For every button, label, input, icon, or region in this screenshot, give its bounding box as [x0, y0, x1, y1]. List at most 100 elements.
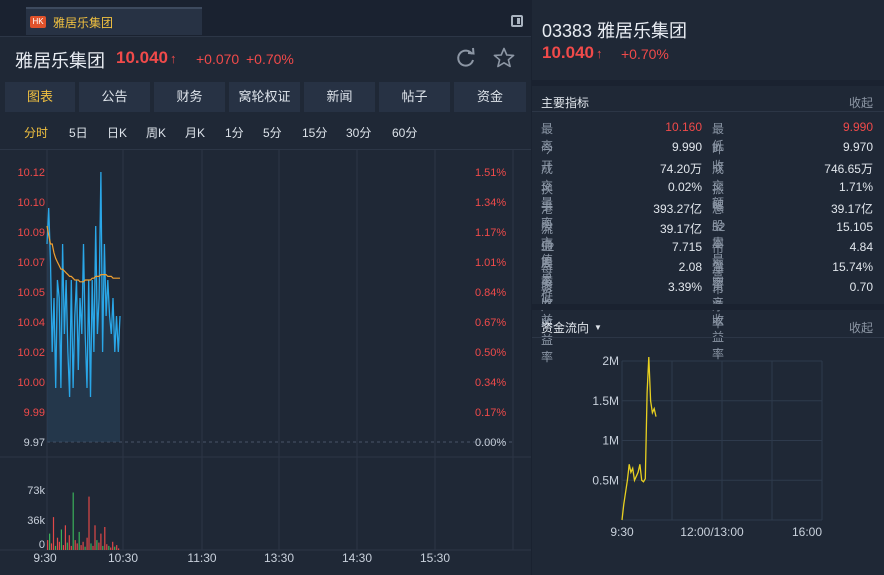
price-tick-label: 10.00: [17, 377, 45, 389]
volume-bar: [94, 525, 96, 550]
volume-bar: [100, 533, 102, 550]
tab-financials[interactable]: 财务: [154, 82, 225, 112]
volume-bar: [56, 537, 59, 550]
quote-change-pct: +0.70%: [621, 46, 669, 62]
period-5min[interactable]: 5分: [263, 126, 282, 140]
metric-label: 最高: [541, 122, 554, 153]
volume-bar: [60, 529, 62, 550]
panel-toggle-icon[interactable]: [511, 15, 523, 27]
time-tick-label: 10:30: [108, 551, 138, 565]
left-panel: HK 雅居乐集团 雅居乐集团 10.040 ↑ +0.070 +0.70% 图表 …: [0, 7, 531, 575]
volume-tick-label: 0: [39, 539, 45, 551]
volume-bar: [82, 541, 84, 550]
volume-bar: [49, 533, 51, 550]
volume-bar: [90, 543, 92, 550]
volume-bar: [66, 542, 68, 550]
tab-news[interactable]: 新闻: [304, 82, 375, 112]
volume-bar: [102, 545, 104, 550]
capital-flow-chart: 2M 1.5M 1M 0.5M 9:30 12:00/13:00 16:00: [592, 354, 823, 539]
period-60min[interactable]: 60分: [392, 126, 418, 140]
tab-capital[interactable]: 资金: [454, 82, 526, 112]
tab-announcements[interactable]: 公告: [79, 82, 150, 112]
price-tick-label: 9.97: [24, 437, 45, 449]
volume-bar: [76, 543, 78, 550]
volume-tick-label: 73k: [27, 485, 45, 497]
flow-tick-label: 1M: [602, 434, 619, 448]
price-tick-label: 10.12: [17, 167, 45, 179]
price-change-pct: +0.70%: [246, 51, 294, 67]
volume-bar: [78, 531, 80, 550]
flow-time-label: 16:00: [792, 525, 822, 539]
time-tick-label: 11:30: [187, 551, 216, 565]
pct-tick-label: 0.67%: [475, 317, 506, 329]
period-weekly[interactable]: 周K: [146, 126, 167, 140]
period-monthly[interactable]: 月K: [185, 126, 206, 140]
volume-bar: [64, 525, 66, 550]
flow-tick-label: 2M: [602, 354, 619, 368]
time-tick-label: 15:30: [420, 551, 450, 565]
metric-label: 振幅: [712, 182, 725, 213]
volume-bar: [80, 545, 82, 550]
flow-time-label: 12:00/13:00: [680, 525, 744, 539]
volume-bar: [106, 544, 108, 550]
price-tick-label: 10.09: [17, 227, 45, 239]
metric-label: 总股本: [712, 202, 725, 250]
price-tick-label: 10.10: [17, 197, 45, 209]
price-tick-label: 9.99: [24, 407, 45, 419]
volume-bar: [52, 517, 55, 550]
period-30min[interactable]: 30分: [346, 126, 372, 140]
metric-value: 39.17亿: [659, 222, 702, 236]
metric-value: 74.20万: [659, 162, 702, 176]
volume-bar: [68, 535, 70, 550]
average-line: [46, 225, 120, 283]
tab-posts[interactable]: 帖子: [379, 82, 450, 112]
period-daily[interactable]: 日K: [107, 126, 128, 140]
period-1min[interactable]: 1分: [225, 126, 244, 140]
pct-tick-label: 1.01%: [475, 257, 506, 269]
price-tick-label: 10.04: [17, 317, 45, 329]
volume-bar: [98, 542, 100, 550]
section-gap: [532, 304, 884, 310]
pct-tick-label: 0.34%: [475, 377, 506, 389]
capital-flow-title[interactable]: 资金流向 ▼: [541, 321, 602, 335]
pct-tick-label: 0.84%: [475, 287, 506, 299]
metric-value: 10.160: [665, 120, 702, 134]
star-icon[interactable]: [492, 47, 516, 69]
intraday-chart[interactable]: 10.12 1.51% 10.10 1.34% 10.09 1.17% 10.07 1.01%…: [0, 150, 531, 575]
metric-value: 9.990: [842, 120, 873, 134]
volume-bar: [54, 545, 57, 550]
stock-price: 10.040 ↑: [116, 48, 177, 67]
up-arrow-icon: ↑: [596, 46, 603, 61]
volume-bar: [50, 543, 53, 550]
metric-value: 4.84: [849, 240, 873, 254]
metrics-title: 主要指标: [541, 96, 590, 110]
capital-flow-line: [621, 356, 657, 521]
price-change: +0.070: [196, 51, 240, 67]
quote-price: 10.040 ↑: [542, 43, 603, 62]
pct-tick-label: 1.17%: [475, 227, 506, 239]
refresh-icon[interactable]: [455, 47, 477, 69]
period-5day[interactable]: 5日: [69, 126, 88, 140]
flow-time-label: 9:30: [610, 525, 634, 539]
volume-bar: [108, 545, 110, 550]
period-intraday[interactable]: 分时: [24, 126, 49, 140]
metric-label: 最低: [712, 122, 725, 153]
volume-bar: [58, 541, 60, 550]
flow-collapse-button[interactable]: 收起: [849, 321, 874, 335]
hk-market-badge: HK: [30, 16, 46, 28]
metric-label: 每股收益: [541, 262, 554, 327]
stock-tab[interactable]: HK 雅居乐集团: [26, 7, 202, 35]
metric-value: 9.990: [671, 140, 702, 154]
metrics-collapse-button[interactable]: 收起: [849, 96, 874, 110]
section-gap: [532, 80, 884, 86]
volume-bar: [74, 540, 76, 550]
pct-tick-label: 0.17%: [475, 407, 506, 419]
metric-value: 0.70: [849, 280, 873, 294]
volume-bar: [96, 540, 98, 550]
tab-warrants[interactable]: 窝轮权证: [229, 82, 300, 112]
divider: [0, 149, 531, 150]
metric-label: 港股市值: [541, 202, 554, 267]
time-tick-label: 13:30: [264, 551, 294, 565]
period-15min[interactable]: 15分: [302, 126, 328, 140]
tab-chart[interactable]: 图表: [5, 82, 75, 112]
